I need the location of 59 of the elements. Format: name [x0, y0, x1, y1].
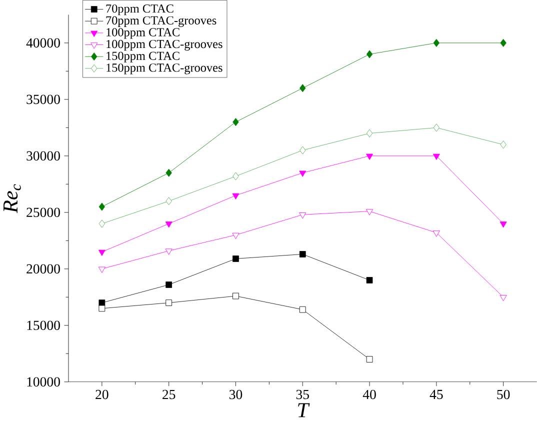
point: [98, 305, 106, 312]
point: [300, 146, 306, 154]
point: [299, 170, 306, 178]
y-tick-label: 15000: [27, 320, 60, 330]
x-tick-label: 45: [430, 390, 443, 400]
point: [299, 212, 306, 219]
point: [366, 129, 373, 138]
point: [366, 50, 373, 58]
point: [165, 222, 172, 228]
legend-label: 100ppm CTAC: [106, 28, 180, 39]
y-tick-label: 30000: [26, 151, 60, 161]
point: [300, 84, 306, 92]
point: [500, 39, 506, 48]
point: [366, 209, 374, 216]
point: [366, 154, 374, 160]
point: [366, 277, 373, 284]
point: [98, 220, 106, 228]
y-tick-label: 40000: [26, 38, 60, 48]
point: [500, 140, 506, 149]
legend-label: 70ppm CTAC-grooves: [106, 16, 216, 28]
y-tick-label: 35000: [26, 94, 60, 104]
y-tick-label: 20000: [26, 264, 60, 274]
point: [366, 356, 373, 363]
y-tick-label: 10000: [27, 377, 60, 387]
point: [500, 295, 507, 302]
point: [166, 197, 172, 206]
x-axis-title: T: [298, 403, 310, 418]
legend-label: 100ppm CTAC-grooves: [106, 40, 222, 51]
y-axis-title: Re$_{c}$: [4, 184, 21, 214]
x-tick-label: 20: [96, 390, 108, 400]
x-tick-label: 30: [230, 390, 242, 400]
point: [299, 306, 306, 313]
point: [98, 202, 106, 211]
legend-label: 70ppm CTAC: [106, 4, 174, 16]
point: [232, 233, 240, 240]
y-tick-label: 25000: [26, 208, 60, 218]
point: [232, 193, 240, 200]
point: [299, 251, 306, 258]
point: [432, 154, 440, 160]
point: [98, 250, 106, 256]
legend-label: 150ppm CTAC: [106, 52, 180, 63]
point: [98, 266, 106, 274]
point: [432, 230, 440, 237]
point: [433, 124, 440, 132]
point: [166, 168, 172, 178]
point: [166, 300, 172, 306]
point: [165, 248, 172, 256]
legend-label: 150ppm CTAC-grooves: [106, 64, 222, 74]
x-tick-label: 40: [362, 390, 376, 400]
x-tick-label: 50: [497, 390, 510, 400]
point: [232, 118, 239, 126]
point: [232, 172, 239, 180]
x-tick-label: 35: [296, 390, 309, 400]
point: [166, 282, 172, 288]
point: [232, 292, 239, 300]
point: [232, 256, 239, 262]
point: [500, 222, 507, 228]
point: [433, 39, 440, 48]
x-tick-label: 25: [162, 390, 176, 400]
